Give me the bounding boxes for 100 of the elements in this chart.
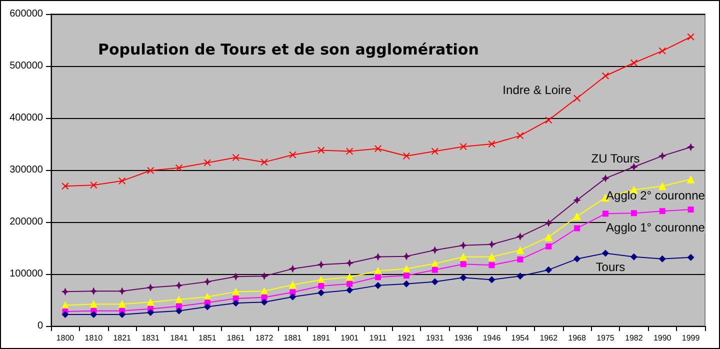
point: [346, 273, 354, 282]
point: [90, 182, 98, 189]
text: Population de Tours et de son agglomération: [98, 40, 479, 58]
point: [260, 298, 268, 306]
point: [516, 232, 524, 241]
point: [686, 143, 695, 152]
x-tick-label: 1990: [653, 334, 672, 342]
point: [147, 308, 154, 316]
y-tick-label: 500000: [10, 60, 44, 72]
point: [602, 72, 609, 80]
point: [318, 282, 324, 289]
x-tick-label: 1975: [596, 334, 615, 342]
y-tick-label: 300000: [10, 164, 44, 176]
x-tick-label: 1841: [170, 334, 188, 342]
point: [146, 284, 155, 292]
point: [289, 151, 296, 158]
point: [516, 246, 524, 254]
x-tick-label: 1851: [198, 334, 217, 342]
point: [90, 311, 98, 318]
x-tick-label: 1936: [454, 334, 473, 342]
series-label: Tours: [596, 260, 626, 274]
point: [602, 210, 608, 217]
x-tick-label: 1800: [56, 334, 75, 342]
series-label: ZU Tours: [591, 151, 640, 166]
point: [546, 243, 552, 250]
point: [573, 196, 582, 204]
point: [374, 282, 382, 289]
x-tick-label: 1962: [540, 334, 558, 342]
x-tick-label: 1831: [142, 334, 160, 342]
point: [488, 240, 496, 248]
point: [602, 250, 609, 257]
point: [118, 300, 126, 308]
point: [232, 300, 240, 307]
x-tick-label: 1931: [426, 334, 444, 342]
point: [488, 262, 495, 268]
point: [346, 280, 353, 287]
x-tick-label: 1861: [226, 334, 246, 342]
point: [118, 311, 126, 318]
point: [402, 280, 410, 288]
point: [516, 132, 524, 140]
point: [204, 159, 211, 166]
point: [402, 264, 410, 273]
point: [61, 288, 70, 296]
x-tick-label: 1946: [482, 334, 502, 342]
point: [573, 212, 582, 220]
point: [147, 167, 154, 174]
point: [658, 255, 666, 262]
x-tick-label: 1999: [682, 334, 700, 342]
point: [260, 272, 268, 280]
point: [459, 241, 468, 250]
x-tick-label: 1921: [398, 334, 416, 342]
point: [544, 233, 553, 242]
point: [290, 289, 296, 296]
y-tick-label: 600000: [10, 8, 44, 20]
point: [601, 174, 610, 182]
point: [630, 210, 637, 216]
point: [431, 278, 438, 286]
point: [460, 261, 466, 268]
point: [204, 303, 211, 310]
point: [687, 254, 694, 261]
point: [260, 287, 268, 296]
point: [430, 246, 439, 254]
x-tick-label: 1891: [312, 334, 331, 342]
point: [686, 175, 695, 184]
x-tick-label: 1954: [511, 334, 530, 342]
point: [174, 295, 183, 304]
x-tick-label: 1881: [284, 334, 302, 342]
point: [431, 148, 438, 155]
series-label: Agglo 1° couronne: [606, 220, 706, 235]
point: [488, 276, 496, 284]
point: [260, 158, 268, 166]
point: [176, 303, 182, 310]
point: [488, 252, 496, 261]
point: [517, 256, 524, 262]
point: [658, 47, 666, 54]
point: [317, 260, 326, 269]
point: [346, 286, 354, 294]
point: [658, 182, 666, 190]
point: [403, 272, 410, 279]
point: [544, 219, 553, 228]
point: [688, 206, 694, 213]
point: [545, 266, 552, 274]
point: [118, 177, 126, 184]
point: [146, 298, 155, 306]
point: [288, 264, 297, 273]
point: [62, 311, 69, 318]
point: [375, 274, 381, 280]
x-tick-label: 1872: [255, 334, 274, 342]
point: [90, 300, 98, 308]
y-tick-label: 400000: [10, 112, 44, 124]
point: [203, 278, 212, 286]
point: [346, 259, 354, 268]
point: [459, 252, 468, 261]
point: [175, 307, 182, 314]
point: [118, 287, 126, 296]
point: [659, 208, 666, 214]
series-label: Indre & Loire: [502, 83, 572, 98]
point: [687, 33, 694, 40]
point: [658, 152, 666, 160]
x-tick-label: 1810: [84, 334, 104, 342]
